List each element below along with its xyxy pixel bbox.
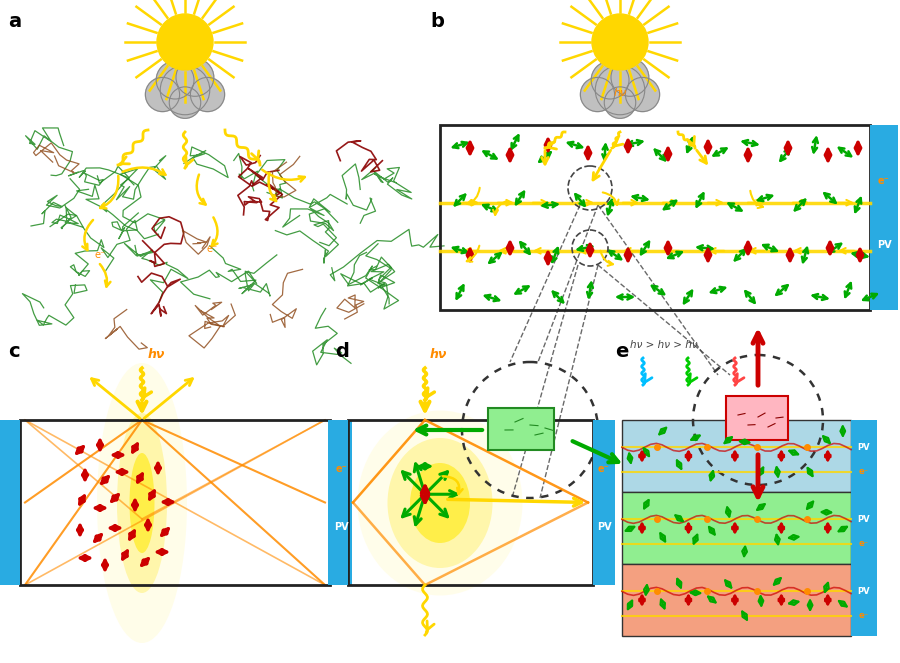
- Text: e⁻: e⁻: [859, 539, 869, 548]
- FancyBboxPatch shape: [726, 396, 788, 440]
- FancyBboxPatch shape: [851, 420, 877, 492]
- Text: hν > hν > hν: hν > hν > hν: [630, 340, 698, 350]
- Circle shape: [592, 14, 648, 70]
- Text: b: b: [430, 12, 444, 31]
- Text: PV: PV: [858, 515, 870, 524]
- Text: a: a: [8, 12, 21, 31]
- Ellipse shape: [97, 363, 187, 643]
- Circle shape: [176, 58, 214, 96]
- Text: e⁻: e⁻: [598, 465, 610, 475]
- Text: PV: PV: [858, 587, 870, 596]
- FancyBboxPatch shape: [328, 420, 348, 585]
- Text: e⁻: e⁻: [206, 244, 218, 254]
- FancyBboxPatch shape: [330, 420, 352, 585]
- FancyBboxPatch shape: [488, 408, 554, 450]
- FancyBboxPatch shape: [622, 420, 851, 492]
- FancyBboxPatch shape: [622, 564, 851, 636]
- Ellipse shape: [357, 410, 523, 595]
- Circle shape: [169, 87, 201, 119]
- Circle shape: [591, 61, 629, 99]
- Text: e⁻: e⁻: [94, 250, 105, 260]
- Circle shape: [580, 78, 615, 111]
- Text: c: c: [8, 342, 20, 361]
- FancyBboxPatch shape: [622, 492, 851, 564]
- Text: d: d: [335, 342, 349, 361]
- Circle shape: [595, 65, 644, 115]
- Text: PV: PV: [597, 522, 611, 532]
- Text: PV: PV: [877, 240, 891, 250]
- Circle shape: [191, 78, 225, 111]
- FancyBboxPatch shape: [851, 564, 877, 636]
- Ellipse shape: [117, 413, 167, 593]
- Text: PV: PV: [334, 522, 348, 532]
- FancyBboxPatch shape: [851, 492, 877, 564]
- Ellipse shape: [130, 453, 155, 553]
- FancyBboxPatch shape: [0, 420, 20, 585]
- Text: e⁻: e⁻: [335, 465, 346, 475]
- Text: hν: hν: [614, 88, 626, 98]
- Circle shape: [157, 61, 194, 99]
- Text: e⁻: e⁻: [859, 467, 869, 476]
- Circle shape: [611, 58, 649, 96]
- FancyBboxPatch shape: [870, 125, 898, 310]
- Circle shape: [146, 78, 180, 111]
- Circle shape: [604, 87, 635, 119]
- Circle shape: [626, 78, 660, 111]
- Ellipse shape: [388, 438, 492, 568]
- Circle shape: [160, 65, 210, 115]
- Ellipse shape: [410, 463, 470, 543]
- Text: e⁻: e⁻: [859, 611, 869, 621]
- Text: e⁻: e⁻: [878, 176, 890, 186]
- Text: e: e: [615, 342, 628, 361]
- Circle shape: [157, 14, 213, 70]
- Text: PV: PV: [858, 443, 870, 452]
- Text: hν: hν: [430, 348, 447, 361]
- FancyBboxPatch shape: [593, 420, 615, 585]
- Text: hν: hν: [148, 348, 166, 361]
